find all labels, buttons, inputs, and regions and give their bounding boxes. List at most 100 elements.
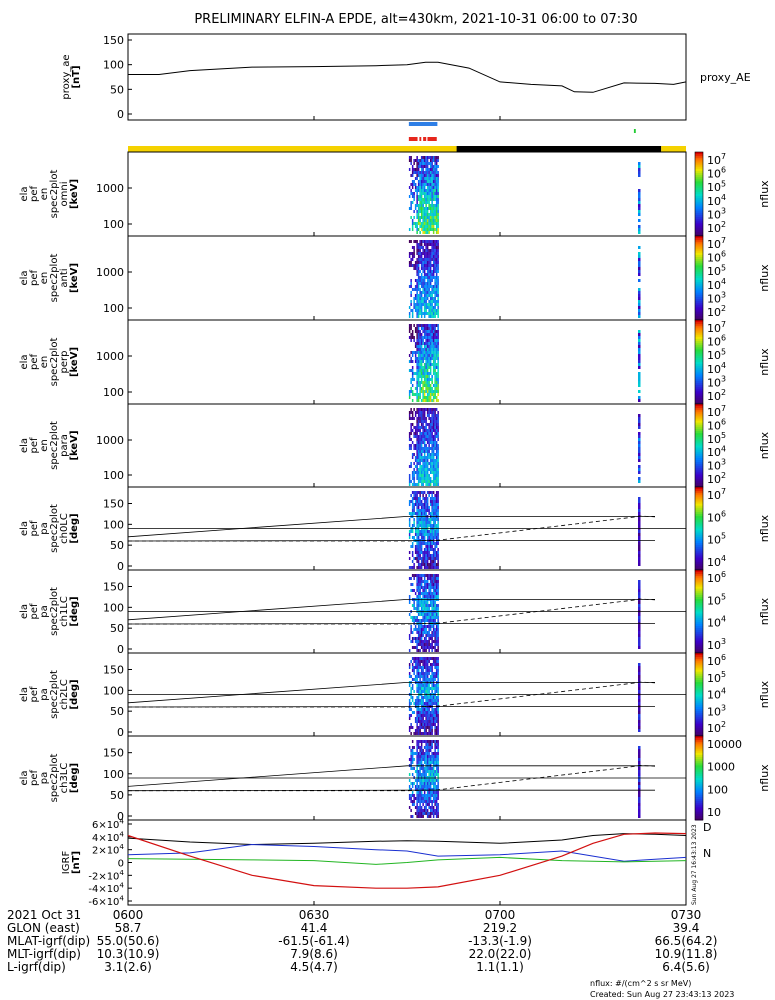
y-tick-label: 150 xyxy=(103,664,124,677)
colorbar-cell xyxy=(695,200,703,203)
ylabel-spec_omni-4: omni xyxy=(59,182,70,207)
colorbar-cell xyxy=(695,540,703,544)
colorbar-cell xyxy=(695,694,703,698)
colorbar-label: 104 xyxy=(707,361,726,376)
daynight-day xyxy=(128,146,457,152)
colorbar-cell xyxy=(695,246,703,250)
colorbar-cell xyxy=(695,601,703,604)
series-igrf-bx xyxy=(127,833,687,846)
colorbar-cell xyxy=(695,811,703,815)
colorbar-cell xyxy=(695,709,703,712)
colorbar-cell xyxy=(695,288,703,292)
colorbar-label: 106 xyxy=(707,570,726,585)
colorbar-cell xyxy=(695,269,703,273)
colorbar-cell xyxy=(695,368,703,371)
colorbar-cell xyxy=(695,472,703,476)
colorbar-label: 104 xyxy=(707,615,726,630)
y-tick-label: 150 xyxy=(103,581,124,594)
spectrogram-spec_omni xyxy=(408,156,641,234)
colorbar-cell xyxy=(695,223,703,226)
colorbar-cell xyxy=(695,740,703,743)
ylabel-spec_para-4: para xyxy=(59,434,70,457)
ylabel-pa_ch0-1: pef xyxy=(29,520,40,537)
y-tick-label: 6×104 xyxy=(92,817,124,832)
colorbar-cell xyxy=(695,343,703,346)
colorbar-cell xyxy=(695,225,703,229)
colorbar-cell xyxy=(695,282,703,285)
orbit-row-label: MLAT-igrf(dip) xyxy=(7,934,90,948)
ylabel-spec_perp-1: pef xyxy=(29,354,40,371)
colorbar-unit: nflux xyxy=(758,348,771,376)
colorbar-cell xyxy=(695,784,703,787)
colorbar-cell xyxy=(695,547,703,550)
colorbar-cell xyxy=(695,644,703,648)
colorbar-cell xyxy=(695,320,703,323)
colorbar-cell xyxy=(695,528,703,532)
colorbar-cell xyxy=(695,374,703,378)
colorbar-cell xyxy=(695,435,703,438)
colorbar-cell xyxy=(695,345,703,348)
colorbar-cell xyxy=(695,578,703,581)
colorbar-cell xyxy=(695,646,703,650)
colorbar-cell xyxy=(695,586,703,590)
colorbar-cell xyxy=(695,763,703,766)
colorbar-cell xyxy=(695,642,703,646)
colorbar-cell xyxy=(695,480,703,484)
colorbar-cell xyxy=(695,592,703,596)
colorbar-unit: nflux xyxy=(758,180,771,208)
colorbar-cell xyxy=(695,609,703,612)
colorbar-cell xyxy=(695,632,703,635)
colorbar-cell xyxy=(695,317,703,321)
colorbar-cell xyxy=(695,395,703,399)
colorbar-cell xyxy=(695,307,703,310)
colorbar-cell xyxy=(695,648,703,652)
ylabel-spec_perp-3: spec2plot xyxy=(49,338,60,387)
colorbar-cell xyxy=(695,765,703,768)
colorbar-cell xyxy=(695,663,703,666)
colorbar-cell xyxy=(695,702,703,706)
colorbar-cell xyxy=(695,393,703,397)
y-tick-label: 0 xyxy=(118,859,124,870)
colorbar-cell xyxy=(695,219,703,222)
colorbar-cell xyxy=(695,426,703,430)
ylabel-pa_ch2-2: pa xyxy=(39,688,50,700)
colorbar-cell xyxy=(695,362,703,365)
pa-lower-line xyxy=(127,789,655,792)
y-tick-label: 50 xyxy=(110,705,124,718)
colorbar-cell xyxy=(695,605,703,608)
colorbar-cell xyxy=(695,263,703,266)
colorbar-cell xyxy=(695,267,703,271)
colorbar-cell xyxy=(695,355,703,359)
colorbar-cell xyxy=(695,750,703,754)
footer-created: Created: Sun Aug 27 23:43:13 2023 xyxy=(590,990,734,999)
colorbar-cell xyxy=(695,686,703,689)
colorbar-label: 105 xyxy=(707,532,726,547)
ylabel-spec_para-5: [keV] xyxy=(69,430,80,460)
ylabel-pa_ch3-3: spec2plot xyxy=(49,754,60,803)
colorbar-cell xyxy=(695,799,703,802)
y-tick-label: -4×104 xyxy=(88,881,124,896)
spectrogram-spec_para xyxy=(408,408,641,486)
colorbar-cell xyxy=(695,796,703,800)
colorbar-cell xyxy=(695,638,703,642)
ylabel-spec_perp-4: perp xyxy=(59,351,70,374)
ylabel-spec_perp-0: ela xyxy=(19,354,30,369)
colorbar-cell xyxy=(695,786,703,789)
ylabel-spec_para-1: pef xyxy=(29,437,40,454)
ylabel-proxy_ae-1: [nT] xyxy=(71,65,82,88)
colorbar-cell xyxy=(695,748,703,752)
orbit-cell: 0730 xyxy=(671,908,702,922)
colorbar-cell xyxy=(695,445,703,449)
ylabel-spec_para-2: en xyxy=(39,439,50,452)
daynight-night xyxy=(456,146,662,152)
colorbar-cell xyxy=(695,240,703,243)
colorbar-cell xyxy=(695,794,703,798)
colorbar-cell xyxy=(695,501,703,505)
ylabel-pa_ch0-4: ch0LC xyxy=(59,513,70,544)
orbit-cell: 0700 xyxy=(485,908,516,922)
y-tick-label: 1000 xyxy=(96,350,124,363)
colorbar-cell xyxy=(695,185,703,189)
colorbar-cell xyxy=(695,805,703,808)
colorbar-cell xyxy=(695,351,703,355)
orbit-cell: 55.0(50.6) xyxy=(97,934,160,948)
